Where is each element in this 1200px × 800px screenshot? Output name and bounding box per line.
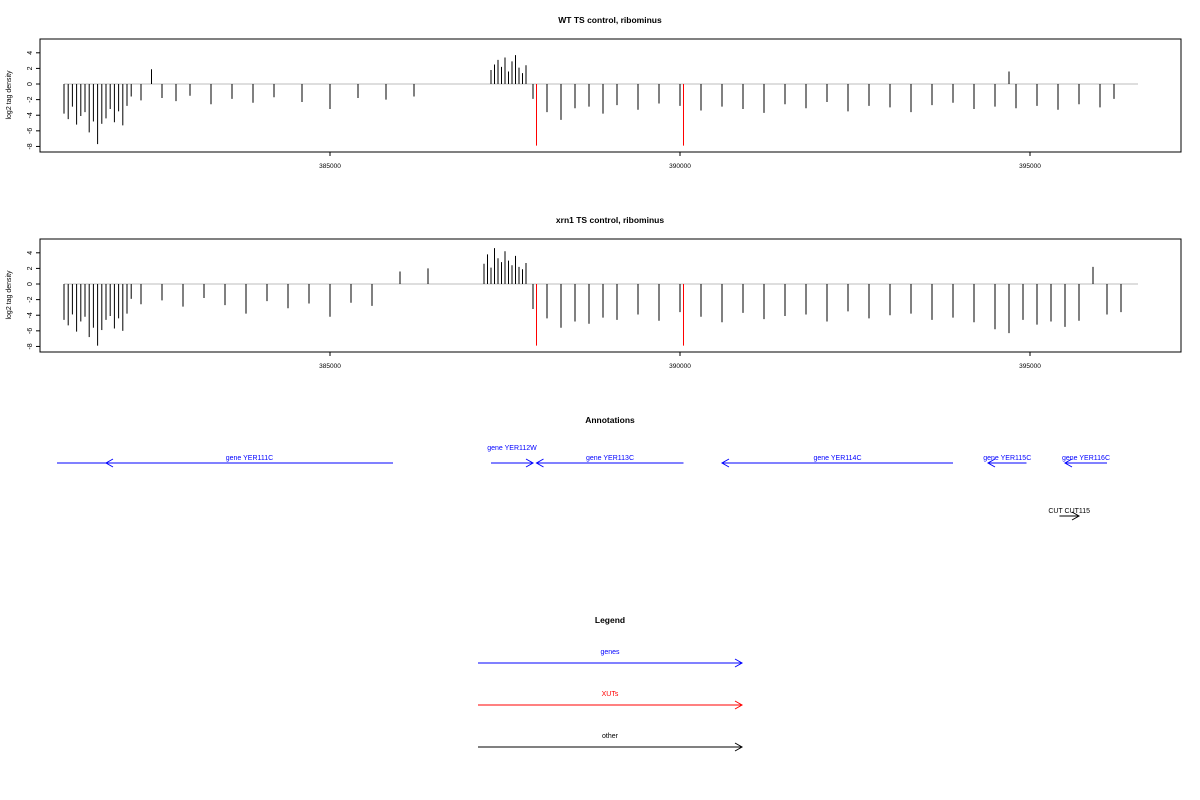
legend: Legend genes XUTs other: [478, 615, 744, 752]
x-tick-label: 395000: [1019, 163, 1041, 170]
feature-label: gene YER114C: [814, 455, 862, 462]
y-tick-label: 0: [27, 82, 34, 86]
y-axis-label-wt: log2 tag density: [6, 70, 13, 120]
y-axis-wt: 4 2 0 -2 -4 -6 -8: [27, 51, 40, 150]
y-tick-label: -6: [27, 328, 34, 334]
y-tick-label: -2: [27, 96, 34, 102]
y-axis-xrn1: 4 2 0 -2 -4 -6 -8: [27, 251, 40, 350]
feature-label: gene YER111C: [226, 455, 273, 462]
panel-title-wt: WT TS control, ribominus: [558, 15, 662, 25]
legend-label: other: [602, 733, 619, 740]
legend-entry: XUTs: [478, 691, 744, 710]
y-tick-label: 2: [27, 66, 34, 70]
legend-label: XUTs: [602, 691, 619, 698]
annotation-feature: gene YER112W: [487, 445, 537, 468]
legend-entry: genes: [478, 649, 744, 668]
x-tick-label: 395000: [1019, 363, 1041, 370]
y-tick-label: 4: [27, 51, 34, 55]
arrow-right-icon: [734, 658, 744, 668]
panel-title-xrn1: xrn1 TS control, ribominus: [556, 215, 664, 225]
annotation-feature: gene YER116C: [1062, 455, 1110, 468]
legend-title: Legend: [595, 615, 625, 625]
feature-label: gene YER116C: [1062, 455, 1110, 462]
plot-frame-xrn1: [39, 238, 1182, 353]
y-tick-label: 0: [27, 282, 34, 286]
arrow-left-icon: [986, 458, 996, 468]
annotation-feature: gene YER111C: [104, 455, 393, 468]
annotation-items: gene YER111C gene YER112W gene YER113C gene…: [57, 445, 1110, 521]
y-tick-label: 2: [27, 266, 34, 270]
annotation-feature: gene YER115C: [983, 455, 1031, 468]
density-bars-xrn1: [63, 248, 1122, 346]
y-tick-label: -6: [27, 128, 34, 134]
density-panel-wt: WT TS control, ribominus log2 tag densit…: [6, 15, 1182, 170]
y-tick-label: -4: [27, 112, 34, 118]
arrow-right-icon: [734, 700, 744, 710]
annotation-feature: gene YER113C: [535, 455, 684, 468]
arrow-right-icon: [1071, 511, 1081, 521]
x-axis-wt: 385000 390000 395000: [319, 152, 1041, 170]
feature-label: gene YER113C: [586, 455, 634, 462]
density-panel-xrn1: xrn1 TS control, ribominus log2 tag dens…: [6, 215, 1182, 370]
x-tick-label: 385000: [319, 163, 341, 170]
y-tick-label: -2: [27, 296, 34, 302]
legend-entry: other: [478, 733, 744, 752]
arrow-right-icon: [734, 742, 744, 752]
feature-label: CUT CUT115: [1048, 508, 1090, 515]
arrow-left-icon: [104, 458, 114, 468]
y-tick-label: -4: [27, 312, 34, 318]
arrow-left-icon: [1063, 458, 1073, 468]
feature-label: gene YER112W: [487, 445, 537, 452]
density-bars-wt: [63, 55, 1115, 146]
y-tick-label: -8: [27, 343, 34, 349]
legend-items: genes XUTs other: [478, 649, 744, 752]
y-axis-label-xrn1: log2 tag density: [6, 270, 13, 320]
arrow-left-icon: [720, 458, 730, 468]
arrow-left-icon: [535, 458, 544, 468]
y-tick-label: 4: [27, 251, 34, 255]
arrow-right-icon: [525, 458, 535, 468]
x-axis-xrn1: 385000 390000 395000: [319, 352, 1041, 370]
y-tick-label: -8: [27, 143, 34, 149]
plot-frame-wt: [39, 38, 1182, 153]
x-tick-label: 390000: [669, 163, 691, 170]
x-tick-label: 385000: [319, 363, 341, 370]
feature-label: gene YER115C: [983, 455, 1031, 462]
x-tick-label: 390000: [669, 363, 691, 370]
annotation-feature: gene YER114C: [720, 455, 953, 468]
legend-label: genes: [600, 649, 620, 656]
annotation-feature: CUT CUT115: [1048, 508, 1090, 521]
annotations-title: Annotations: [585, 415, 635, 425]
